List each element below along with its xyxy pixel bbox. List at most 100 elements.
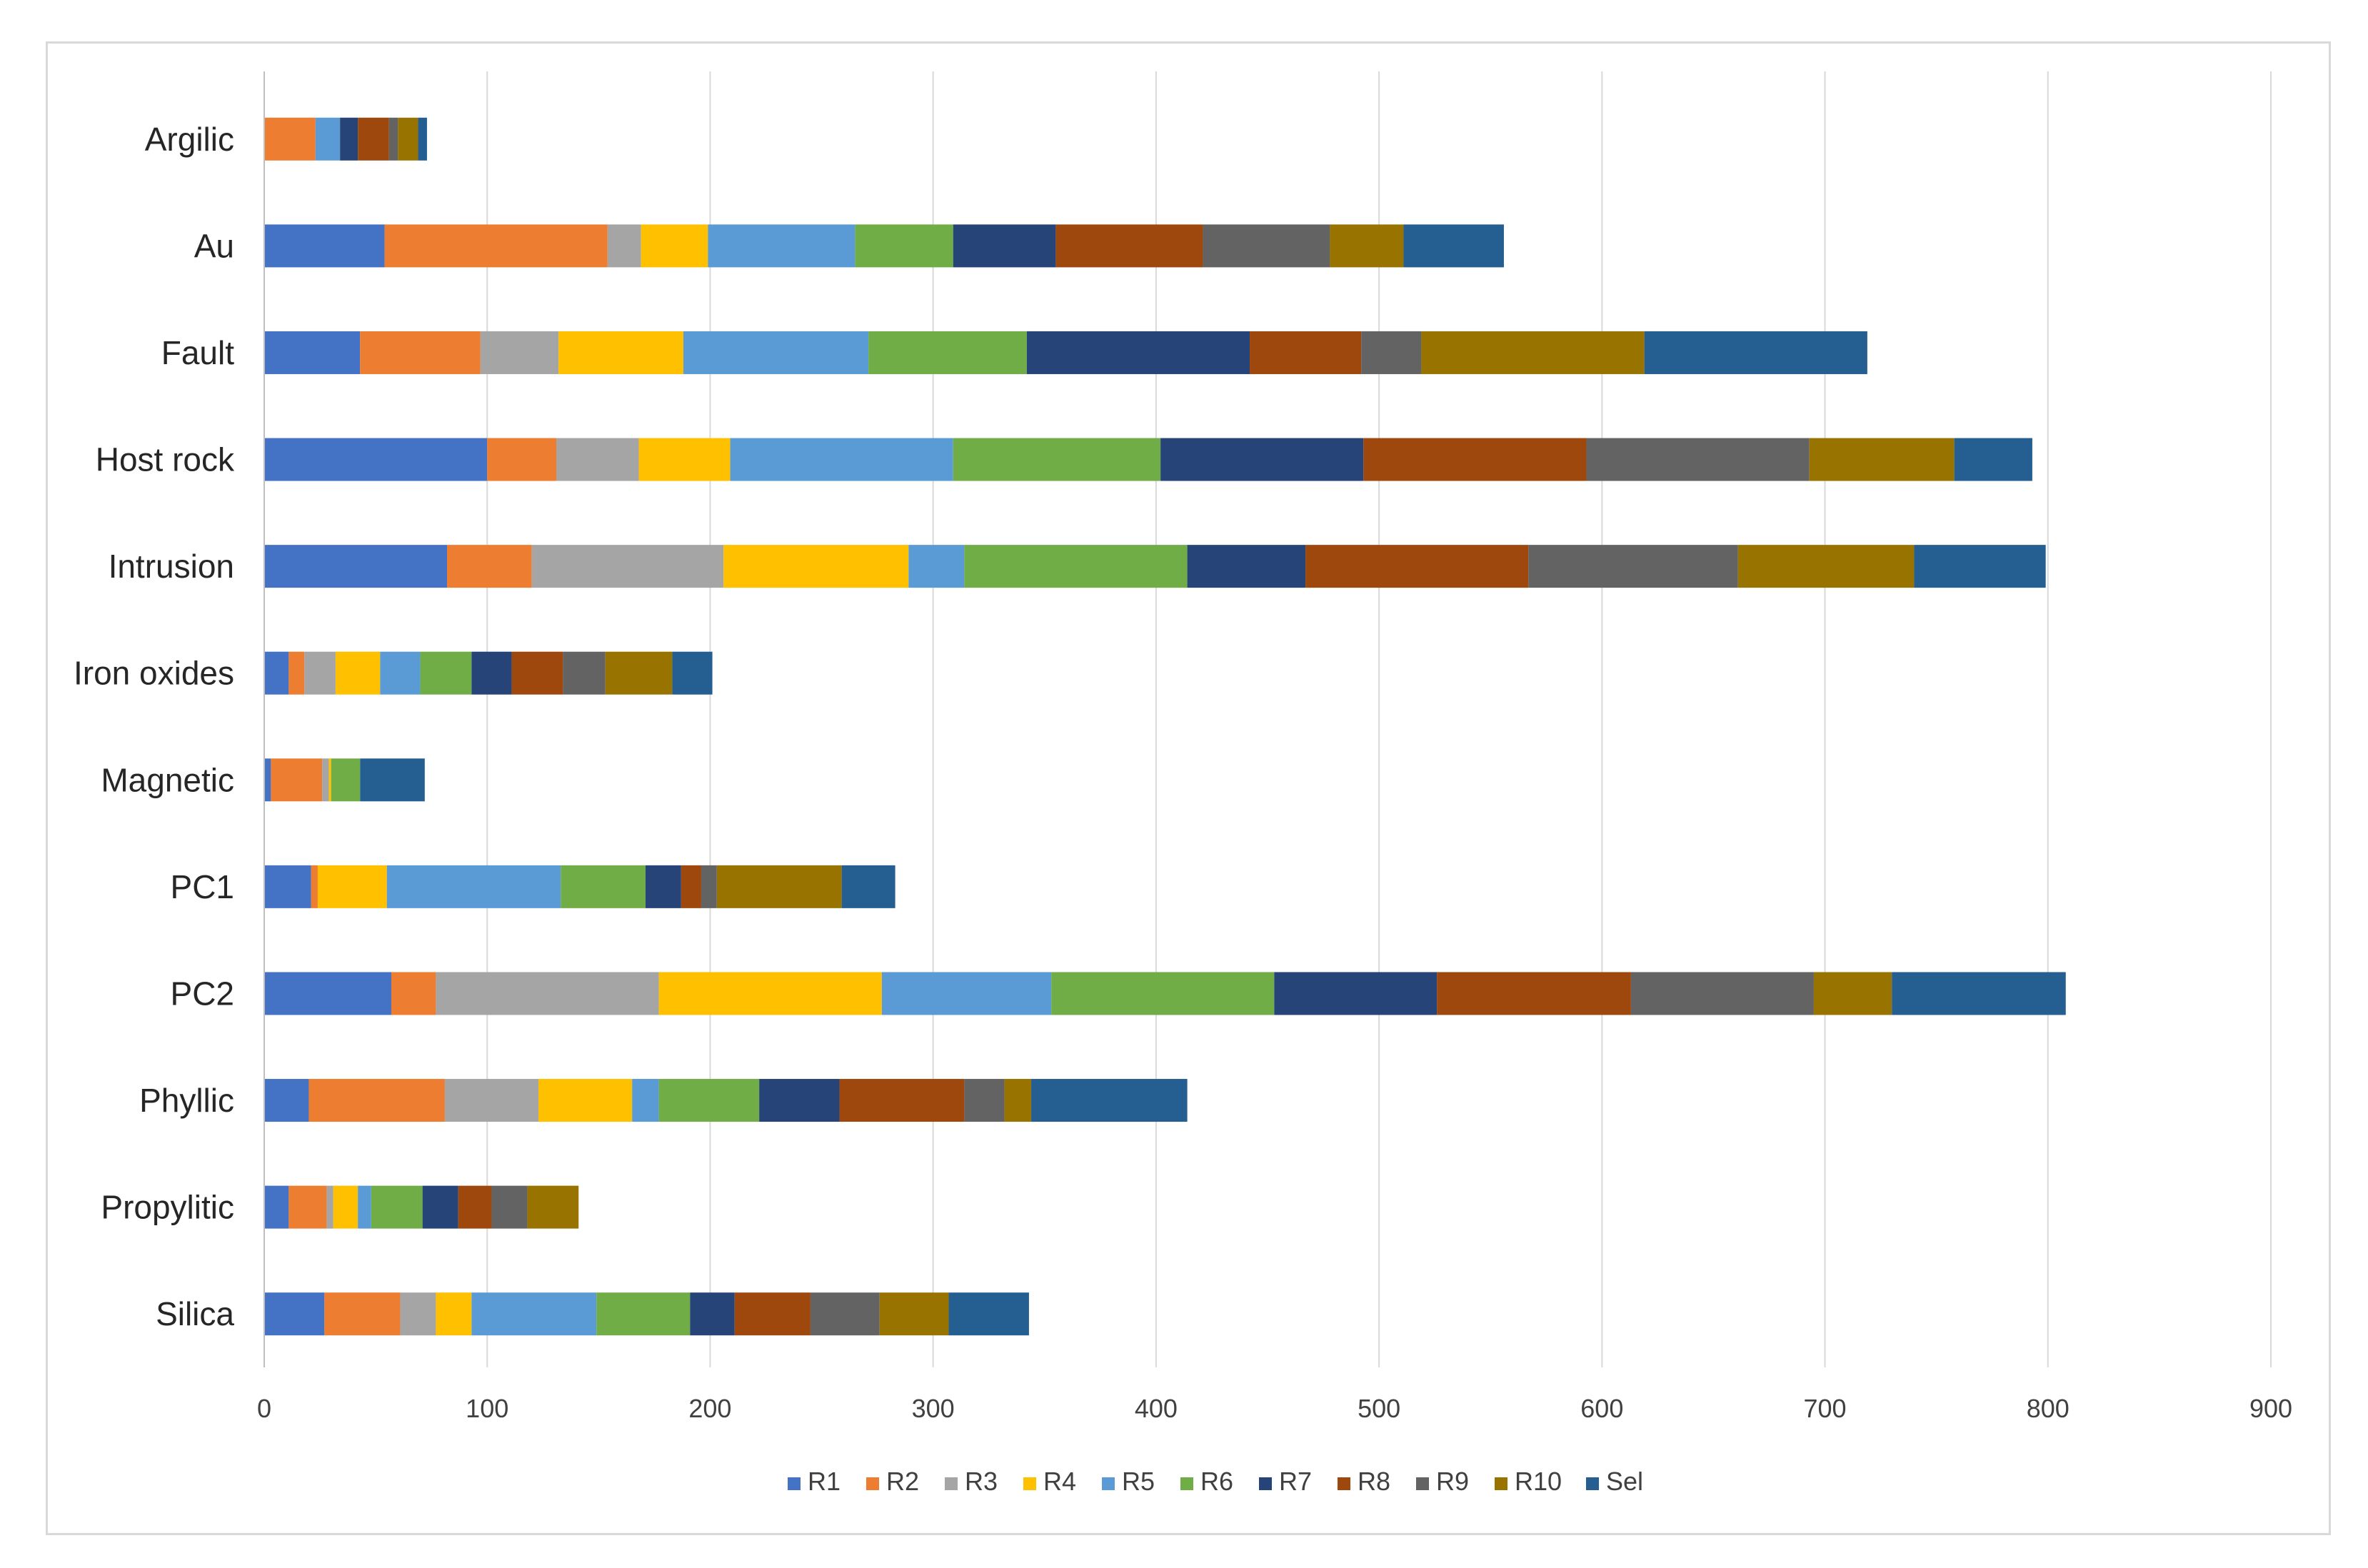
bar-fault-r1 [264,331,361,374]
bar-intrusion-sel [1914,545,2046,588]
bar-magnetic-r2 [271,758,323,802]
bar-au-r7 [953,224,1056,268]
bar-pc2-r3 [436,972,659,1015]
bar-propylitic-r1 [264,1185,289,1229]
legend-label-r6: R6 [1200,1467,1233,1496]
bar-silica-r7 [690,1292,735,1336]
bar-argilic-sel [418,117,427,161]
category-label: Au [194,227,234,264]
bar-fault-sel [1644,331,1867,374]
x-tick-label: 800 [2027,1394,2070,1423]
bar-pc2-sel [1892,972,2066,1015]
legend-swatch-r5 [1102,1477,1115,1490]
x-tick-label: 700 [1804,1394,1847,1423]
bar-host-rock-r6 [953,438,1161,481]
legend-label-r4: R4 [1043,1467,1076,1496]
legend-label-r5: R5 [1122,1467,1155,1496]
bar-argilic-r10 [398,117,418,161]
bar-silica-r1 [264,1292,325,1336]
legend-label-r9: R9 [1436,1467,1469,1496]
bar-propylitic-r6 [371,1185,423,1229]
bar-iron-oxides-r10 [605,651,673,695]
bar-iron-oxides-sel [672,651,713,695]
bar-argilic-r7 [340,117,358,161]
bar-au-r2 [384,224,608,268]
bar-magnetic-r1 [264,758,271,802]
category-label: Iron oxides [74,655,234,692]
bar-propylitic-r7 [422,1185,458,1229]
legend-swatch-r4 [1023,1477,1036,1490]
chart-frame [46,41,2331,1535]
bar-host-rock-r5 [730,438,953,481]
bar-argilic-r9 [388,117,398,161]
bar-intrusion-r7 [1187,545,1306,588]
legend-swatch-r2 [866,1477,879,1490]
bar-phyllic-r1 [264,1079,309,1122]
bar-silica-sel [948,1292,1029,1336]
x-tick-label: 600 [1580,1394,1623,1423]
bar-pc2-r8 [1437,972,1631,1015]
bar-propylitic-r2 [289,1185,327,1229]
legend-swatch-r3 [945,1477,958,1490]
bar-phyllic-r9 [964,1079,1005,1122]
bar-au-r6 [855,224,953,268]
bar-host-rock-r3 [556,438,639,481]
category-label: PC2 [171,975,234,1012]
bar-fault-r3 [480,331,559,374]
bar-host-rock-sel [1954,438,2032,481]
category-label: PC1 [171,868,234,905]
x-tick-label: 900 [2249,1394,2292,1423]
bar-host-rock-r1 [264,438,488,481]
bar-host-rock-r2 [487,438,557,481]
bar-pc1-r1 [264,865,311,908]
x-tick-label: 400 [1135,1394,1178,1423]
bar-phyllic-r2 [308,1079,445,1122]
legend: R1 R2 R3 R4 R5 R6 R7 R8 R9 R10 Sel [788,1467,1643,1496]
bar-pc2-r6 [1051,972,1275,1015]
bar-silica-r5 [471,1292,597,1336]
bar-phyllic-r10 [1004,1079,1032,1122]
bar-iron-oxides-r3 [304,651,336,695]
bar-host-rock-r9 [1586,438,1810,481]
bar-pc1-r9 [701,865,717,908]
bar-fault-r5 [683,331,869,374]
bar-magnetic-r4 [328,758,331,802]
bar-intrusion-r5 [908,545,965,588]
bar-au-r3 [607,224,641,268]
bar-iron-oxides-r9 [563,651,606,695]
bar-pc2-r5 [881,972,1052,1015]
bar-magnetic-r3 [322,758,329,802]
bar-propylitic-r10 [527,1185,579,1229]
bar-intrusion-r2 [447,545,532,588]
bar-fault-r7 [1026,331,1250,374]
bar-propylitic-r4 [333,1185,358,1229]
bar-pc1-r5 [386,865,561,908]
bar-pc2-r2 [391,972,436,1015]
bar-pc2-r7 [1274,972,1438,1015]
bar-host-rock-r4 [638,438,731,481]
x-tick-label: 100 [466,1394,508,1423]
bar-fault-r6 [868,331,1027,374]
category-label: Intrusion [109,548,234,585]
bar-silica-r2 [324,1292,401,1336]
bar-argilic-r8 [358,117,389,161]
legend-label-r2: R2 [886,1467,919,1496]
bar-silica-r8 [734,1292,811,1336]
category-label: Phyllic [139,1082,234,1119]
bar-pc1-r10 [716,865,842,908]
category-label: Silica [156,1295,234,1332]
bar-pc1-sel [841,865,895,908]
bar-iron-oxides-r4 [335,651,381,695]
bar-fault-r9 [1361,331,1422,374]
legend-swatch-r6 [1180,1477,1193,1490]
bar-iron-oxides-r7 [471,651,512,695]
legend-label-r8: R8 [1358,1467,1390,1496]
category-label: Argilic [145,121,234,158]
bar-pc1-r4 [317,865,387,908]
legend-label-r1: R1 [808,1467,841,1496]
bar-au-r9 [1203,224,1330,268]
legend-swatch-r10 [1495,1477,1507,1490]
bar-argilic-r2 [264,117,316,161]
x-tick-label: 0 [257,1394,271,1423]
bar-phyllic-r6 [658,1079,760,1122]
